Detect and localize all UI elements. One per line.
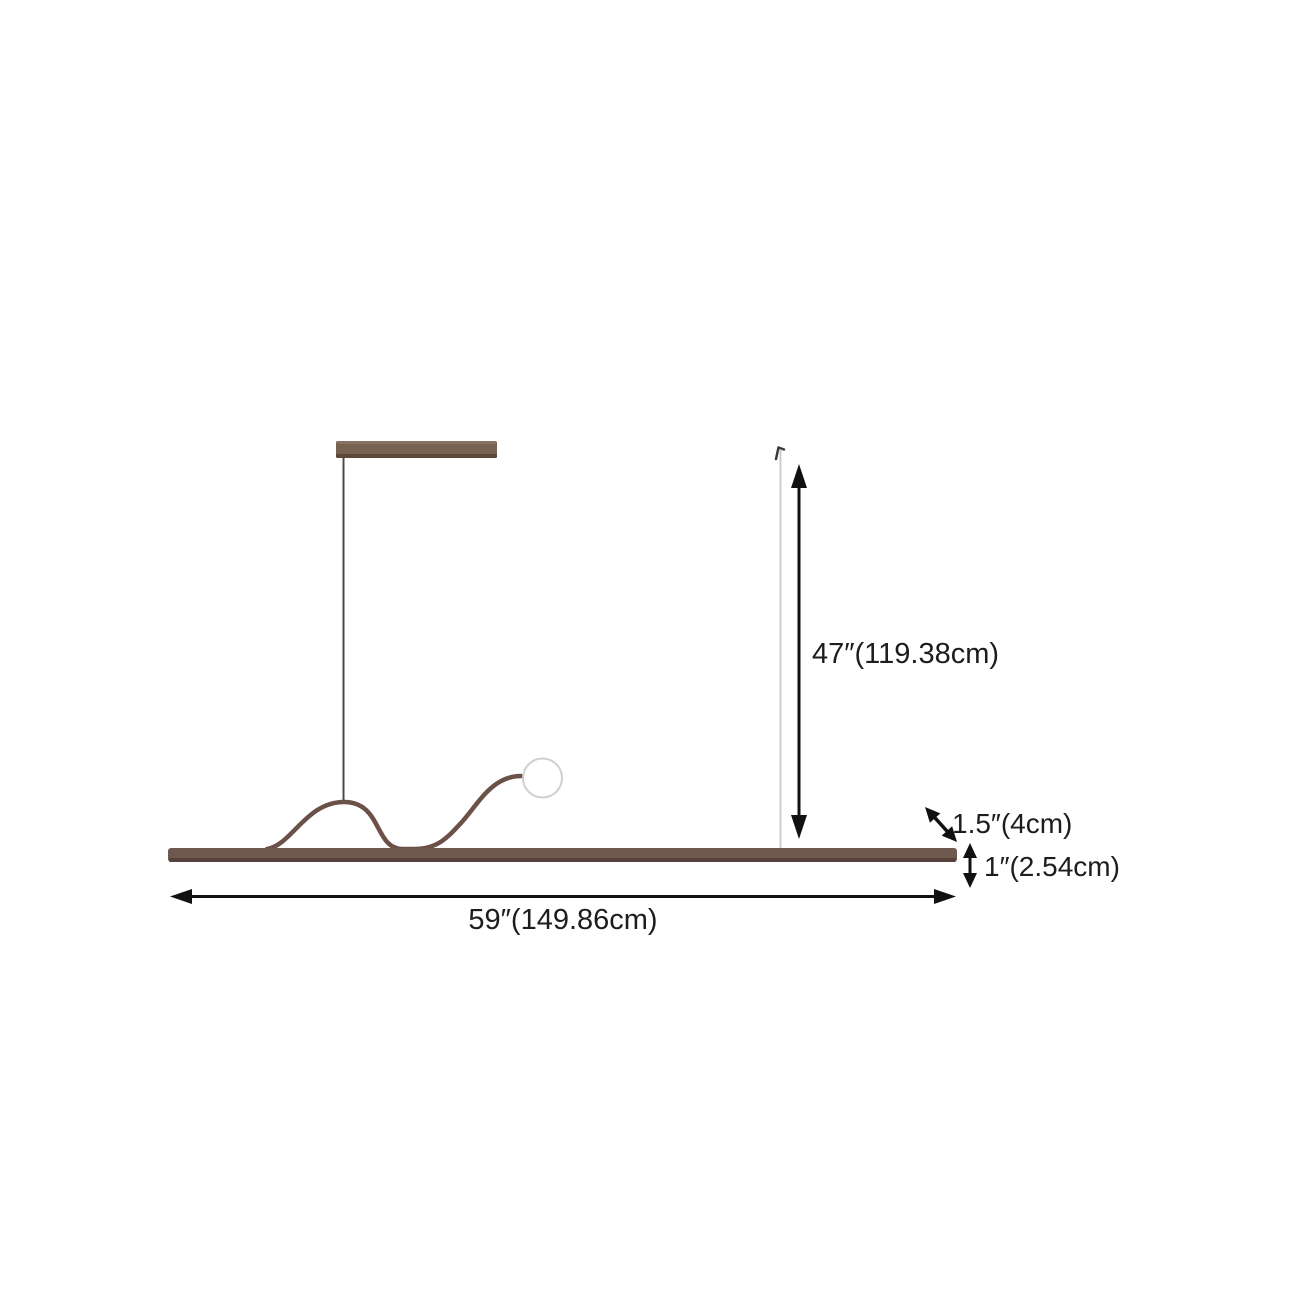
arrowhead-up-left-icon xyxy=(925,807,941,823)
width-dimension-arrow xyxy=(170,889,956,904)
depth-dimension-arrow xyxy=(925,807,957,842)
arrowhead-right-icon xyxy=(934,889,956,904)
ceiling-canopy-body xyxy=(336,441,497,458)
ceiling-canopy-shadow xyxy=(336,454,497,458)
arrowhead-up-icon xyxy=(963,843,977,858)
width-dimension-label: 59″(149.86cm) xyxy=(468,904,657,936)
thickness-dimension-arrow xyxy=(963,843,977,888)
thickness-dimension-label: 1″(2.54cm) xyxy=(984,851,1120,882)
ceiling-canopy xyxy=(336,441,497,458)
arrowhead-up-icon xyxy=(791,464,807,488)
depth-arrow-shaft xyxy=(933,816,949,833)
light-bar-shadow xyxy=(169,858,956,862)
arrowhead-left-icon xyxy=(170,889,192,904)
height-dimension-arrow xyxy=(791,464,807,839)
light-bar xyxy=(168,848,957,862)
arrowhead-down-right-icon xyxy=(941,826,957,842)
decorative-cord xyxy=(264,773,524,852)
arrowhead-down-icon xyxy=(791,815,807,839)
reference-line-tick xyxy=(774,446,786,461)
ceiling-canopy-highlight xyxy=(337,441,496,444)
glass-ball-shade xyxy=(522,757,563,799)
height-dimension-label: 47″(119.38cm) xyxy=(812,638,999,670)
arrowhead-down-icon xyxy=(963,873,977,888)
depth-dimension-label: 1.5″(4cm) xyxy=(952,808,1072,839)
